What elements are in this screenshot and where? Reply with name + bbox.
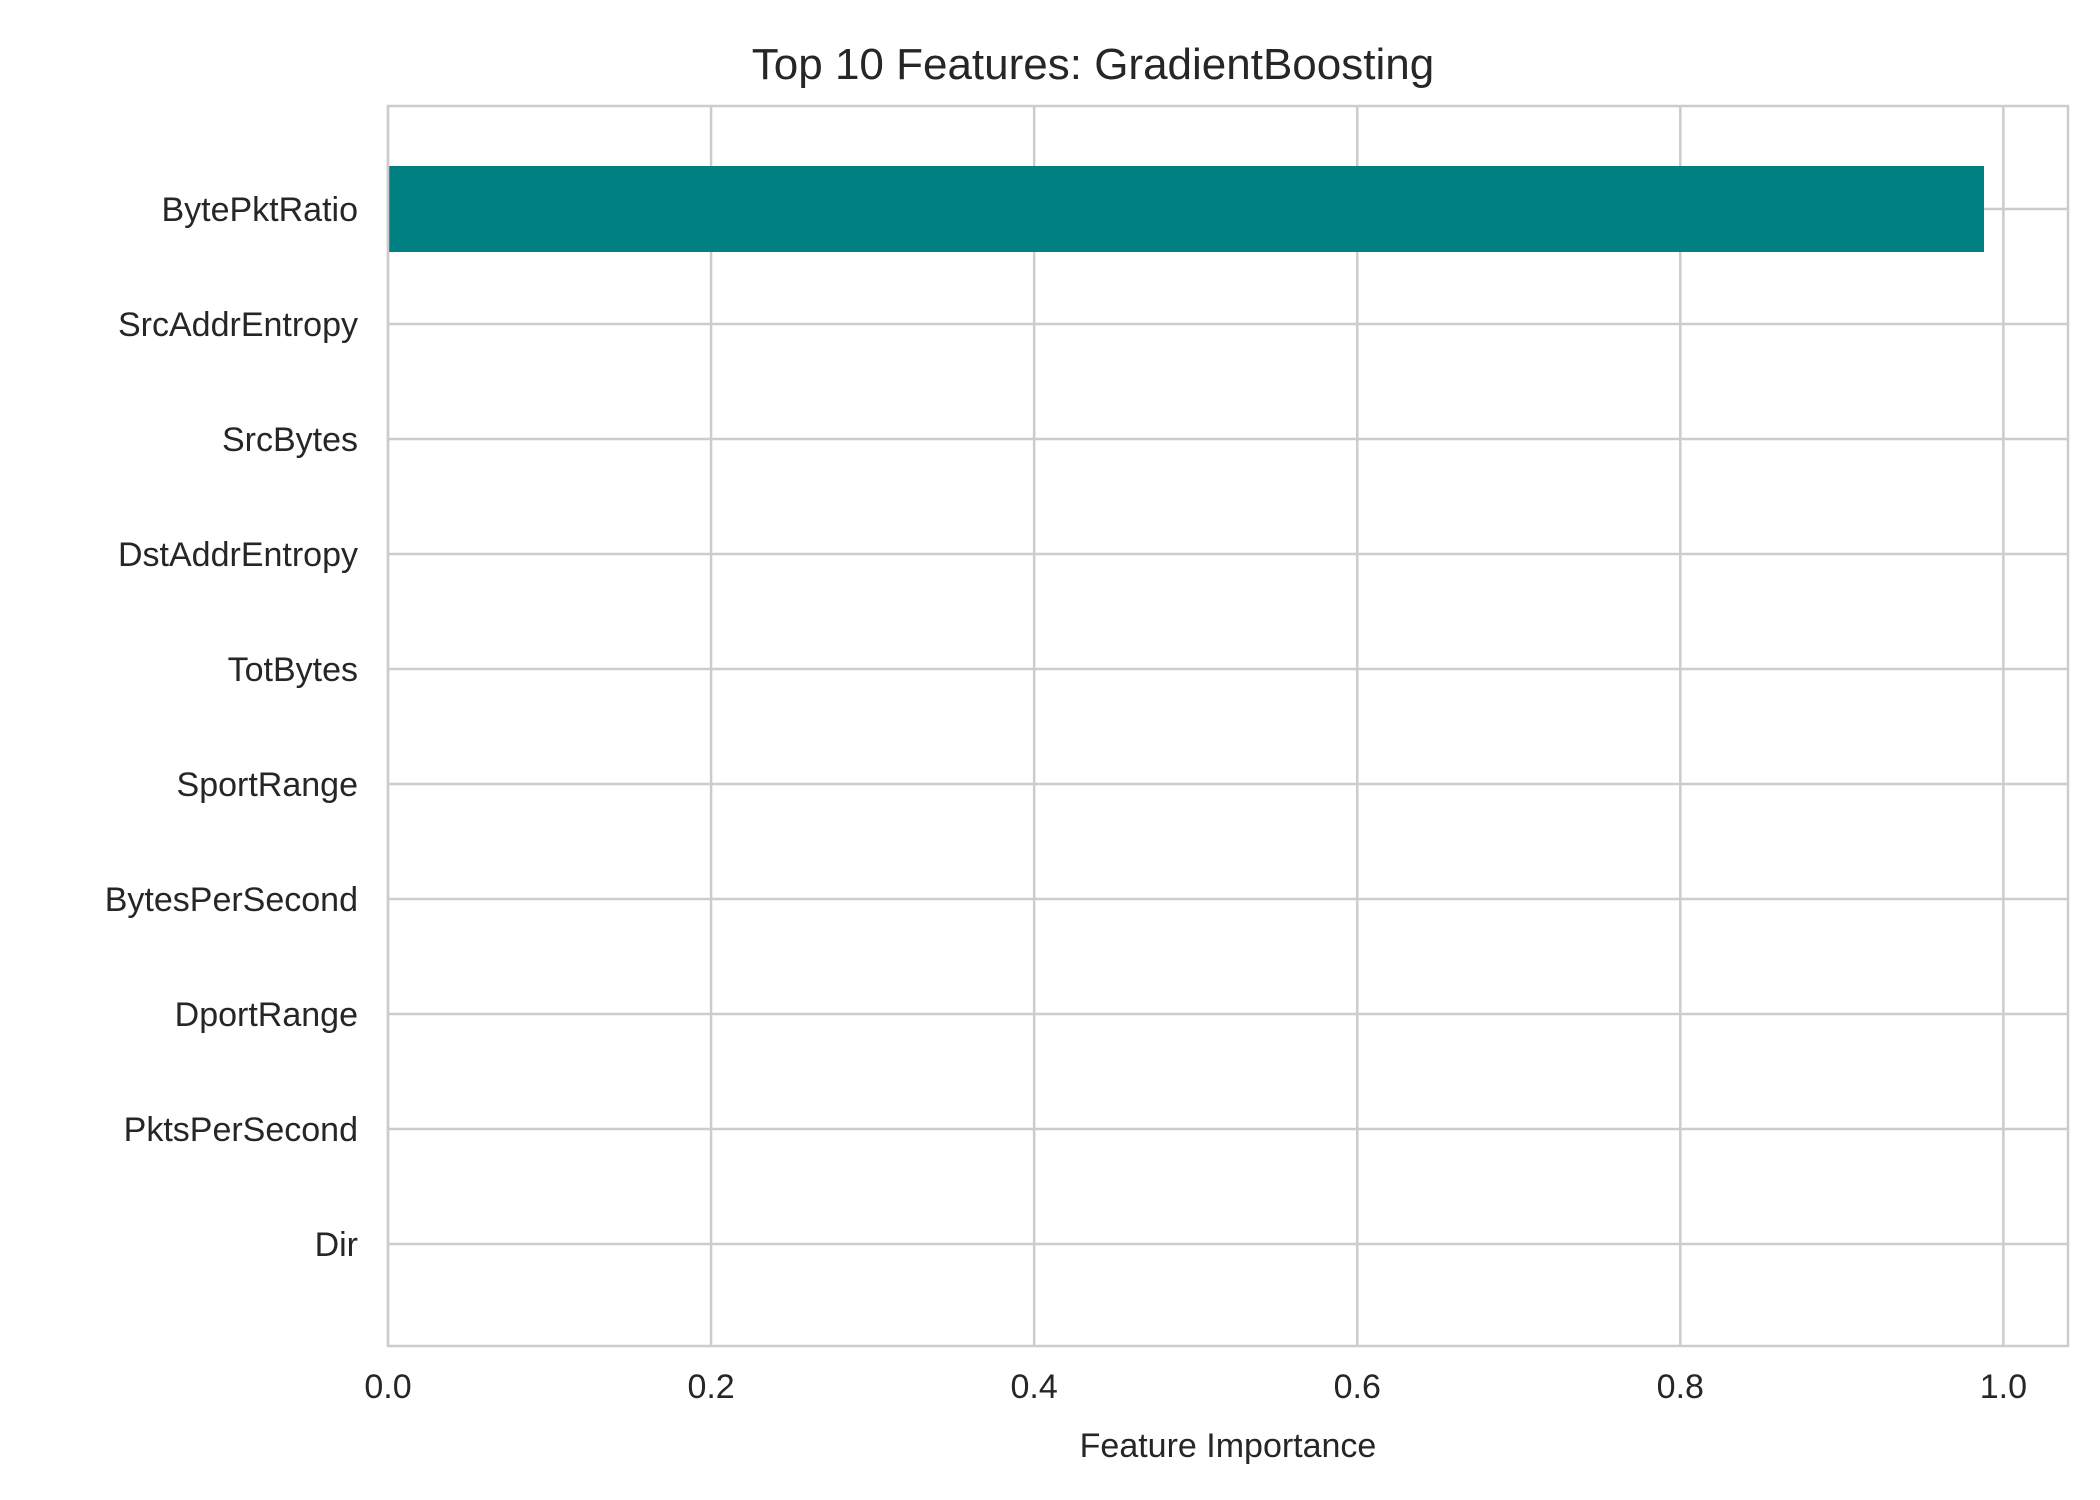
x-tick-label: 0.2 [687, 1368, 734, 1406]
x-tick-label: 0.0 [364, 1368, 411, 1406]
y-tick-label: TotBytes [228, 651, 358, 689]
gridlines [386, 106, 2068, 1346]
y-tick-label: PktsPerSecond [124, 1111, 358, 1149]
x-tick-labels: 0.0 0.2 0.4 0.6 0.8 1.0 [364, 1368, 2027, 1406]
y-tick-label: SrcBytes [222, 421, 358, 459]
x-tick-label: 1.0 [1980, 1368, 2027, 1406]
bar [388, 166, 1984, 252]
y-tick-labels: BytePktRatio SrcAddrEntropy SrcBytes DstAdd… [105, 191, 358, 1264]
y-tick-label: BytesPerSecond [105, 881, 358, 919]
y-tick-label: Dir [315, 1226, 358, 1264]
x-tick-label: 0.8 [1657, 1368, 1704, 1406]
chart-title: Top 10 Features: GradientBoosting [752, 40, 1434, 89]
x-tick-label: 0.6 [1334, 1368, 1381, 1406]
y-tick-label: SrcAddrEntropy [118, 306, 358, 344]
y-tick-label: BytePktRatio [161, 191, 358, 229]
x-axis-label: Feature Importance [1080, 1427, 1377, 1465]
y-tick-label: DportRange [175, 996, 358, 1034]
y-tick-label: DstAddrEntropy [118, 536, 358, 574]
y-tick-label: SportRange [177, 766, 358, 804]
x-tick-label: 0.4 [1011, 1368, 1058, 1406]
bars [388, 166, 1984, 252]
plot-frame [386, 104, 2070, 1348]
